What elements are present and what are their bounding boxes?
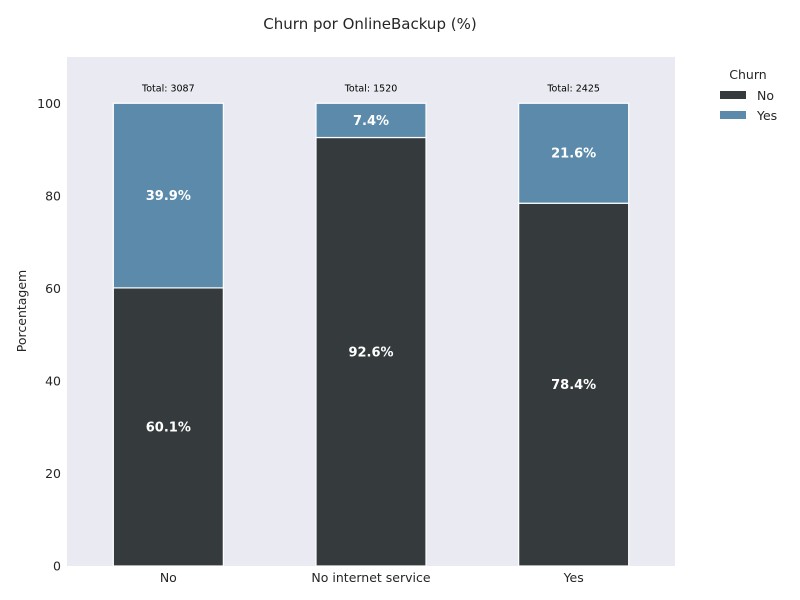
y-tick-label: 60	[45, 281, 61, 296]
x-tick-label: No	[160, 570, 177, 585]
bar-segment-yes	[518, 102, 630, 204]
y-tick-label: 20	[45, 466, 61, 481]
segment-value-label: 60.1%	[146, 420, 191, 435]
legend-entry-no: No	[757, 88, 774, 103]
y-tick-label: 80	[45, 188, 61, 203]
legend-entry-yes: Yes	[756, 108, 777, 123]
legend-swatch	[720, 91, 746, 99]
bars-group: 60.1% 39.9% Total: 3087 92.6% 7.4% Total: 152…	[112, 83, 630, 567]
bar-segment-yes	[315, 102, 427, 139]
x-tick-label: No internet service	[311, 570, 430, 585]
y-tick-label: 100	[37, 96, 61, 111]
y-tick-label: 0	[53, 559, 61, 574]
total-label: Total: 3087	[141, 83, 195, 94]
segment-value-label: 7.4%	[353, 114, 389, 129]
segment-value-label: 21.6%	[551, 147, 596, 162]
bar-segment-no	[112, 287, 224, 567]
total-label: Total: 2425	[546, 83, 600, 94]
bar-segment-no	[315, 136, 427, 567]
segment-value-label: 78.4%	[551, 378, 596, 393]
chart-title: Churn por OnlineBackup (%)	[263, 15, 476, 33]
segment-value-label: 92.6%	[348, 345, 393, 360]
legend-swatch	[720, 111, 746, 119]
segment-value-label: 39.9%	[146, 189, 191, 204]
x-tick-label: Yes	[563, 570, 584, 585]
y-axis-label: Porcentagem	[14, 270, 29, 352]
legend: Churn No Yes	[720, 67, 777, 123]
bar-segment-yes	[112, 102, 224, 289]
y-tick-label: 40	[45, 373, 61, 388]
legend-title: Churn	[729, 67, 766, 82]
y-axis: 0 20 40 60 80 100	[37, 96, 61, 574]
total-label: Total: 1520	[344, 83, 398, 94]
bar-segment-no	[518, 202, 630, 567]
x-axis: No No internet service Yes	[160, 570, 584, 585]
